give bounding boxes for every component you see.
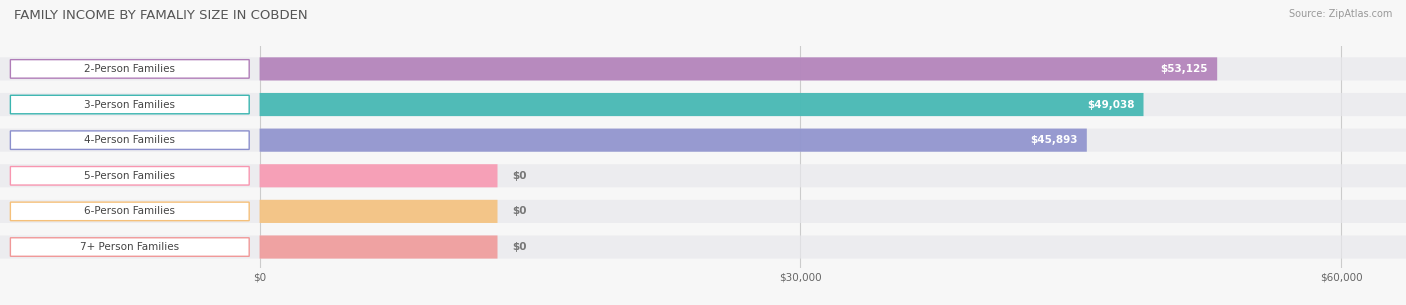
FancyBboxPatch shape [10,60,249,78]
Text: Source: ZipAtlas.com: Source: ZipAtlas.com [1288,9,1392,19]
FancyBboxPatch shape [0,200,1406,223]
FancyBboxPatch shape [0,235,1406,259]
Text: 7+ Person Families: 7+ Person Families [80,242,180,252]
FancyBboxPatch shape [0,57,1406,81]
Text: $45,893: $45,893 [1031,135,1078,145]
FancyBboxPatch shape [0,93,1406,116]
FancyBboxPatch shape [260,93,1143,116]
Text: 5-Person Families: 5-Person Families [84,171,176,181]
Text: $0: $0 [512,171,526,181]
FancyBboxPatch shape [260,164,498,187]
Text: 3-Person Families: 3-Person Families [84,99,176,109]
Text: $53,125: $53,125 [1161,64,1208,74]
FancyBboxPatch shape [10,202,249,221]
FancyBboxPatch shape [10,238,249,256]
FancyBboxPatch shape [260,57,1218,81]
FancyBboxPatch shape [10,167,249,185]
FancyBboxPatch shape [0,164,1406,187]
Text: $0: $0 [512,206,526,217]
FancyBboxPatch shape [10,131,249,149]
FancyBboxPatch shape [0,129,1406,152]
Text: $49,038: $49,038 [1087,99,1135,109]
Text: FAMILY INCOME BY FAMALIY SIZE IN COBDEN: FAMILY INCOME BY FAMALIY SIZE IN COBDEN [14,9,308,22]
FancyBboxPatch shape [260,235,498,259]
Text: $0: $0 [512,242,526,252]
Text: 2-Person Families: 2-Person Families [84,64,176,74]
FancyBboxPatch shape [260,129,1087,152]
Text: 6-Person Families: 6-Person Families [84,206,176,217]
FancyBboxPatch shape [260,200,498,223]
Text: 4-Person Families: 4-Person Families [84,135,176,145]
FancyBboxPatch shape [10,95,249,114]
